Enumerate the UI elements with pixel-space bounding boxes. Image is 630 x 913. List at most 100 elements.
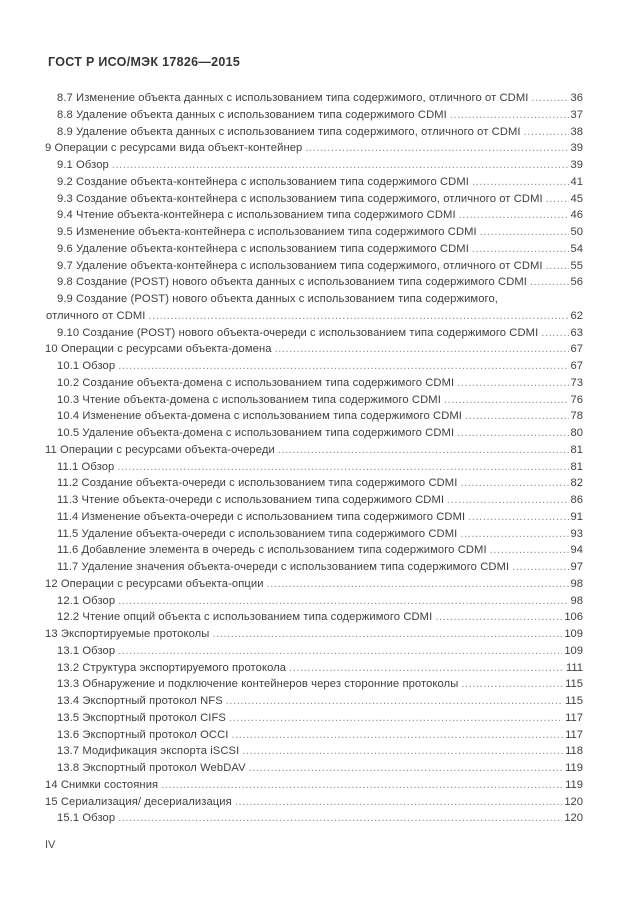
toc-entry: 9.1 Обзор 39 [45,157,583,174]
toc-entry: 8.9 Удаление объекта данных с использова… [45,124,583,141]
toc-entry-text: 13.3 Обнаружение и подключение контейнер… [57,678,459,691]
toc-entry-text: 10.5 Удаление объекта-домена с использов… [57,427,455,439]
toc-entry-text: 13.6 Экспортный протокол OCCI [57,728,229,741]
toc-entry: 9.7 Удаление объекта-контейнера с исполь… [45,258,583,275]
toc-page-number: 38 [570,125,583,138]
toc-entry: 9.2 Создание объекта-контейнера с исполь… [45,174,583,191]
toc-entry: 9.6 Удаление объекта-контейнера с исполь… [45,241,583,258]
dotted-leader [435,609,562,626]
toc-page-number: 36 [570,92,583,104]
toc-page-number: 63 [570,326,583,339]
toc-page-number: 109 [564,628,583,640]
dotted-leader [118,643,562,660]
toc-page-number: 94 [570,544,583,557]
toc-entry-text: 11.3 Чтение объекта-очереди с использова… [57,494,445,506]
toc-entry: 9.5 Изменение объекта-контейнера с испол… [45,224,583,241]
dotted-leader [118,358,568,375]
toc-page-number: 54 [570,242,583,255]
toc-page-number: 118 [565,745,583,758]
dotted-leader [546,191,569,208]
toc-entry-text: 13.7 Модификация экспорта iSCSI [57,745,240,758]
dotted-leader [532,90,569,107]
toc-entry-text: 10.4 Изменение объекта-домена с использо… [57,410,463,423]
toc-entry-text: 11 Операции с ресурсами объекта-очереди [45,443,275,456]
toc-entry-text: 15.1 Обзор [57,812,116,825]
toc-entry: 10.5 Удаление объекта-домена с использов… [45,425,583,442]
dotted-leader [472,241,569,258]
toc-entry: 9.4 Чтение объекта-контейнера с использо… [45,207,583,224]
toc-entry-text: 14 Снимки состояния [45,778,159,791]
toc-entry: 13.4 Экспортный протокол NFS 115 [45,693,583,710]
toc-entry-text: 12.1 Обзор [57,594,116,607]
toc-page-number: 46 [570,209,583,222]
toc-entry: 10.1 Обзор 67 [45,358,583,375]
toc-entry: 9.9 Создание (POST) нового объекта данны… [45,291,583,308]
dotted-leader [118,810,562,827]
toc-entry-text: 9.10 Создание (POST) нового объекта-очер… [57,326,539,339]
toc-entry-text: 12 Операции с ресурсами объекта-опции [45,577,264,590]
dotted-leader [465,408,569,425]
dotted-leader [229,710,563,727]
toc-entry-text: 9.4 Чтение объекта-контейнера с использо… [57,209,456,222]
toc-entry: 9.8 Создание (POST) нового объекта данны… [45,274,583,291]
toc-entry: 9 Операции с ресурсами вида объект-конте… [45,140,583,157]
toc-entry-text: 13.1 Обзор [57,644,116,657]
toc-entry: 11.4 Изменение объекта-очереди с использ… [45,509,583,526]
toc-entry: 11.5 Удаление объекта-очереди с использо… [45,526,583,543]
toc-entry-text: 11.6 Добавление элемента в очередь с исп… [57,544,487,557]
page-number-footer: IV [45,839,56,851]
toc-page-number: 67 [570,343,583,356]
toc-page-number: 80 [570,427,583,439]
toc-entry-text: 13.2 Структура экспортируемого протокола [57,661,287,674]
dotted-leader [468,509,568,526]
toc-page-number: 106 [564,611,583,624]
toc-page-number: 39 [570,159,583,171]
toc-entry-text: 11.2 Создание объекта-очереди с использо… [57,477,458,490]
toc-entry: 8.8 Удаление объекта данных с использова… [45,107,583,124]
dotted-leader [275,341,569,358]
toc-entry: 13.8 Экспортный протокол WebDAV 119 [45,760,583,777]
toc-entry-text: отличного от CDMI [46,309,146,322]
toc-page-number: 67 [570,360,583,372]
toc-entry-text: 9.3 Создание объекта-контейнера с исполь… [57,192,543,205]
toc-page-number: 115 [565,678,583,691]
toc-entry-text: 11.5 Удаление объекта-очереди с использо… [57,527,458,540]
toc-entry: 10.2 Создание объекта-домена с использов… [45,375,583,392]
toc-entry-text: 9.6 Удаление объекта-контейнера с исполь… [57,242,469,255]
dotted-leader [305,140,568,157]
toc-page-number: 45 [570,192,583,205]
toc-page-number: 55 [570,259,583,272]
dotted-leader [249,760,563,777]
dotted-leader [112,157,569,174]
dotted-leader [118,593,568,610]
dotted-leader [212,626,562,643]
toc-entry: 13 Экспортируемые протоколы 109 [45,626,583,643]
toc-entry: 13.5 Экспортный протокол CIFS 117 [45,710,583,727]
toc-entry-text: 9.5 Изменение объекта-контейнера с испол… [57,226,477,238]
toc-entry-text: 10.3 Чтение объекта-домена с использован… [57,393,441,406]
dotted-leader [161,777,563,794]
toc-entry-text: 13 Экспортируемые протоколы [45,628,210,640]
toc-entry: 13.1 Обзор 109 [45,643,583,660]
toc-entry: 13.3 Обнаружение и подключение контейнер… [45,676,583,693]
toc-entry: 11 Операции с ресурсами объекта-очереди 8… [45,442,583,459]
dotted-leader [490,542,569,559]
toc-entry: 10.4 Изменение объекта-домена с использо… [45,408,583,425]
toc-entry-text: 9.9 Создание (POST) нового объекта данны… [57,293,499,305]
dotted-leader [289,660,564,677]
toc-page-number: 98 [570,594,583,607]
toc-entry-text: 9.8 Создание (POST) нового объекта данны… [57,276,527,289]
dotted-leader [226,693,563,710]
toc-entry-text: 9.2 Создание объекта-контейнера с исполь… [57,175,469,188]
dotted-leader [524,124,569,141]
toc-entry-text: 9 Операции с ресурсами вида объект-конте… [45,142,303,155]
toc-page-number: 76 [570,393,583,406]
toc-page-number: 120 [564,812,583,825]
toc-entry: 11.1 Обзор 81 [45,459,583,476]
toc-entry-text: 10.2 Создание объекта-домена с использов… [57,376,455,389]
dotted-leader [480,224,569,241]
toc-page-number: 93 [570,527,583,540]
toc-page-number: 62 [570,309,583,322]
toc-page-number: 73 [570,376,583,389]
toc-entry: 10.3 Чтение объекта-домена с использован… [45,392,583,409]
